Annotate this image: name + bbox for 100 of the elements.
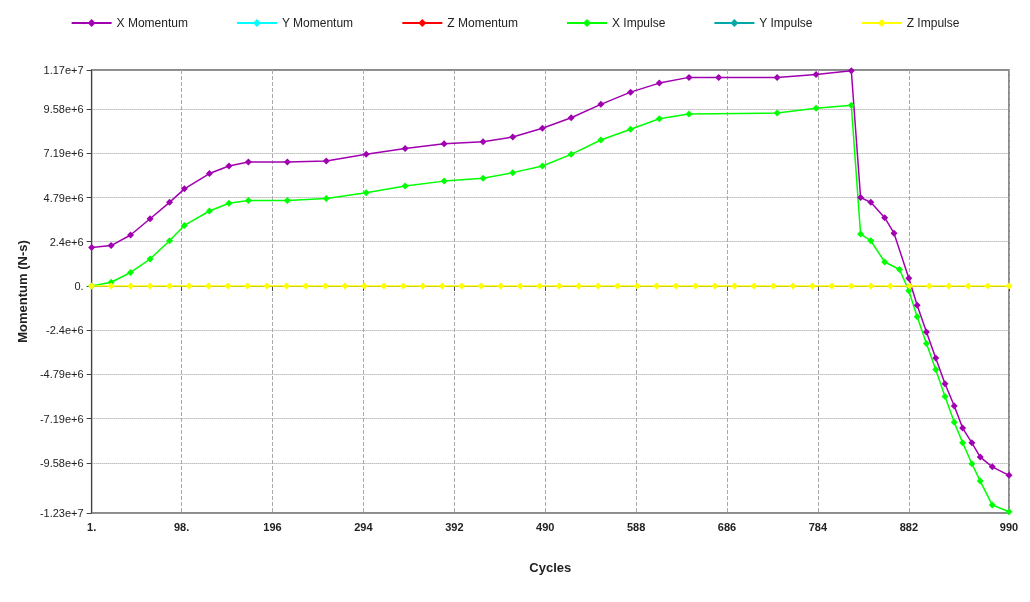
legend-label: X Momentum: [116, 16, 188, 30]
point: [932, 366, 940, 374]
point: [479, 174, 487, 182]
point: [773, 73, 781, 81]
point: [886, 282, 894, 290]
point: [789, 282, 797, 290]
point: [166, 198, 174, 206]
point: [968, 439, 976, 447]
point: [881, 258, 889, 266]
point: [322, 157, 330, 165]
x-tick-label: 882: [899, 520, 918, 533]
point: [244, 197, 252, 204]
point: [127, 268, 135, 276]
point: [205, 170, 213, 178]
point: [321, 282, 329, 290]
point: [127, 231, 135, 239]
point: [655, 79, 663, 87]
point: [711, 282, 719, 290]
point: [360, 282, 368, 290]
point: [555, 282, 563, 290]
legend-label: Y Impulse: [759, 16, 813, 30]
point: [536, 282, 544, 290]
point: [750, 282, 758, 290]
y-tick-label: 2.4e+6: [49, 235, 84, 248]
point: [341, 282, 349, 290]
point: [653, 282, 661, 290]
point: [906, 282, 914, 290]
point: [655, 115, 663, 123]
point: [976, 453, 984, 461]
point: [225, 162, 233, 170]
legend-label: Z Momentum: [447, 16, 519, 30]
x-axis-title: Cycles: [529, 560, 572, 575]
point: [107, 282, 115, 290]
point: [867, 198, 875, 206]
point: [401, 144, 409, 152]
point: [847, 282, 855, 290]
point: [575, 282, 583, 290]
point: [627, 125, 635, 133]
point: [941, 393, 949, 401]
x-tick-label: 686: [717, 520, 737, 533]
point: [896, 266, 904, 274]
point: [988, 463, 996, 471]
point: [950, 402, 958, 410]
point: [146, 255, 154, 263]
point: [968, 460, 976, 468]
point: [685, 110, 693, 118]
y-tick-label: -4.79e+6: [39, 368, 84, 381]
point: [594, 282, 602, 290]
x-tick-label: 990: [999, 520, 1019, 533]
point: [362, 189, 370, 197]
point: [614, 282, 622, 290]
y-tick-label: 9.58e+6: [43, 103, 84, 116]
point: [477, 282, 485, 290]
point: [672, 282, 680, 290]
point: [890, 229, 898, 237]
point: [633, 282, 641, 290]
x-tick-label: 98.: [173, 520, 190, 533]
point: [905, 287, 913, 295]
point: [913, 313, 921, 321]
x-tick-label: 490: [536, 520, 555, 533]
point: [322, 194, 330, 202]
point: [828, 282, 836, 290]
legend-label: X Impulse: [612, 16, 666, 30]
point: [769, 282, 777, 290]
point: [146, 215, 154, 223]
point: [773, 109, 781, 117]
point: [225, 199, 233, 207]
point: [812, 104, 820, 112]
point: [166, 282, 174, 290]
point: [282, 282, 290, 290]
point: [597, 100, 605, 108]
point: [263, 282, 271, 290]
point: [847, 67, 855, 75]
y-tick-label: 4.79e+6: [43, 191, 84, 204]
point: [205, 207, 213, 215]
x-tick-label: 588: [626, 520, 646, 533]
point: [146, 282, 154, 290]
point: [808, 282, 816, 290]
point: [1005, 508, 1013, 516]
point: [185, 282, 193, 290]
point: [959, 439, 967, 447]
point: [479, 138, 487, 146]
point: [538, 162, 546, 170]
point: [166, 237, 174, 245]
y-tick-label: -9.58e+6: [39, 456, 84, 469]
point: [440, 177, 448, 185]
point: [867, 282, 875, 290]
y-tick-label: -1.23e+7: [39, 507, 84, 519]
point: [945, 282, 953, 290]
point: [691, 282, 699, 290]
point: [283, 158, 291, 166]
point: [964, 282, 972, 290]
point: [419, 282, 427, 290]
point: [440, 140, 448, 148]
y-tick-label: 0.: [74, 279, 84, 292]
y-axis-title: Momentum (N-s): [15, 240, 30, 343]
point: [205, 282, 213, 290]
point: [401, 182, 409, 190]
point: [567, 114, 575, 122]
point: [984, 282, 992, 290]
